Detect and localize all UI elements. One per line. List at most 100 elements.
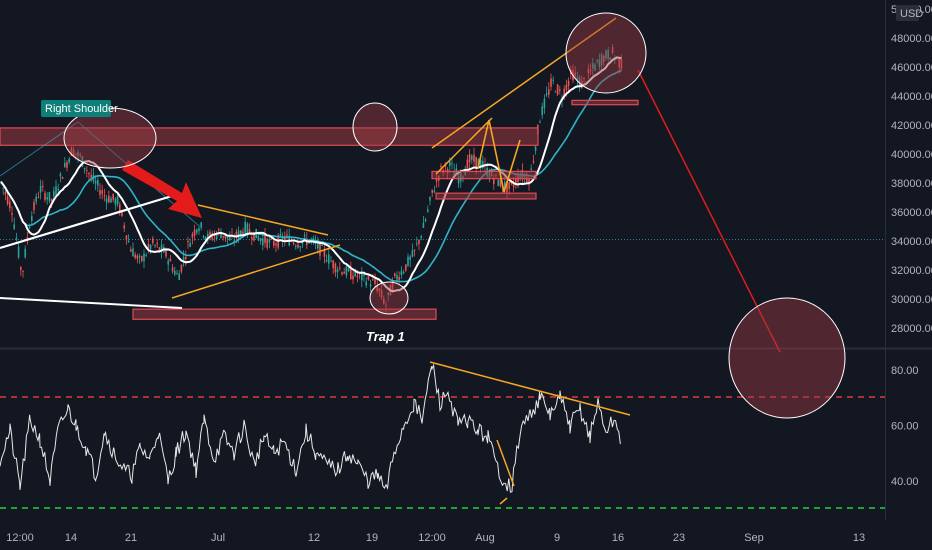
candle [301, 241, 304, 244]
candle [209, 232, 211, 235]
price-tick-label: 42000.00 [891, 120, 932, 132]
right-shoulder-label-box [41, 100, 111, 117]
candle [198, 228, 200, 231]
candle [607, 49, 609, 60]
candle [378, 288, 381, 291]
candle [59, 173, 62, 177]
candle [112, 193, 114, 200]
candle [121, 211, 123, 216]
candle [119, 204, 121, 213]
time-axis[interactable]: 12:00 14 21 Jul 12 19 12:00 Aug 9 16 23 Sep 13 [6, 532, 865, 544]
candle [143, 253, 145, 262]
candle [323, 250, 326, 257]
price-tick-label: 30000.00 [891, 294, 932, 306]
candle [541, 106, 543, 116]
time-tick-label: 19 [366, 532, 378, 544]
rsi-divergence-line [429, 361, 631, 416]
candle [262, 238, 264, 246]
candle [409, 256, 411, 260]
target-circle [352, 102, 398, 152]
rsi-axis[interactable]: 80.00 60.00 40.00 [891, 365, 919, 488]
candle [528, 178, 530, 185]
candle [372, 279, 374, 281]
candle [292, 242, 295, 245]
candle [363, 272, 365, 276]
zigzag-line [477, 119, 521, 193]
candle [229, 236, 231, 241]
candle [141, 255, 143, 262]
candle [61, 177, 64, 179]
candle [191, 234, 194, 238]
projection-circle [728, 297, 846, 419]
time-tick-label: 12:00 [418, 532, 446, 544]
candle [475, 157, 477, 168]
candle [248, 229, 251, 233]
candle [4, 191, 7, 195]
candle [385, 304, 387, 306]
candle [600, 54, 603, 65]
candle [88, 172, 90, 175]
candle [48, 191, 51, 201]
candle [286, 234, 288, 236]
candle [114, 198, 117, 205]
time-tick-label: 21 [125, 532, 137, 544]
candle [259, 238, 262, 242]
base-line [0, 297, 183, 309]
candle [154, 245, 156, 247]
candle [317, 242, 319, 249]
candle [31, 216, 33, 221]
candle [9, 201, 11, 209]
rsi-line [0, 363, 621, 493]
time-tick-label: Sep [744, 532, 764, 544]
price-tick-label: 48000.00 [891, 33, 932, 45]
candle [405, 264, 407, 271]
candle [218, 229, 220, 231]
candle [407, 256, 409, 266]
candle [152, 238, 154, 244]
candle [383, 298, 385, 304]
time-tick-label: 12 [308, 532, 320, 544]
candle [512, 183, 515, 187]
candle [200, 222, 202, 228]
candle [380, 290, 383, 298]
candle [176, 273, 178, 275]
candle [299, 246, 301, 248]
price-axis[interactable]: 50000.0048000.0046000.0044000.0042000.00… [891, 4, 932, 335]
candle [347, 268, 350, 272]
candle [539, 121, 541, 123]
candle [75, 153, 77, 155]
candle [189, 243, 191, 247]
candle [20, 267, 22, 271]
candle [479, 159, 482, 168]
candle [574, 72, 576, 76]
candle [598, 59, 601, 67]
candle [341, 272, 343, 275]
candle [187, 240, 189, 243]
candle [251, 237, 253, 239]
candle [130, 249, 132, 252]
time-tick-label: 13 [853, 532, 865, 544]
candle [13, 224, 15, 229]
candle [352, 275, 354, 280]
candle [413, 249, 416, 251]
candle [451, 163, 453, 165]
upper-trendline [197, 204, 329, 236]
candle [68, 158, 70, 163]
candle [215, 233, 218, 240]
trap-1-label: Trap 1 [366, 329, 405, 344]
candle [158, 247, 161, 251]
candle [193, 229, 196, 236]
candle [53, 190, 55, 197]
candle [123, 225, 125, 229]
candle [171, 267, 174, 272]
candle [532, 160, 535, 163]
candle [86, 170, 88, 172]
candle [237, 230, 240, 239]
candle [44, 192, 46, 200]
currency-badge[interactable] [896, 5, 919, 21]
candle [427, 209, 429, 212]
lower-trendline [171, 244, 341, 299]
candle [297, 244, 299, 248]
time-tick-label: 12:00 [6, 532, 34, 544]
